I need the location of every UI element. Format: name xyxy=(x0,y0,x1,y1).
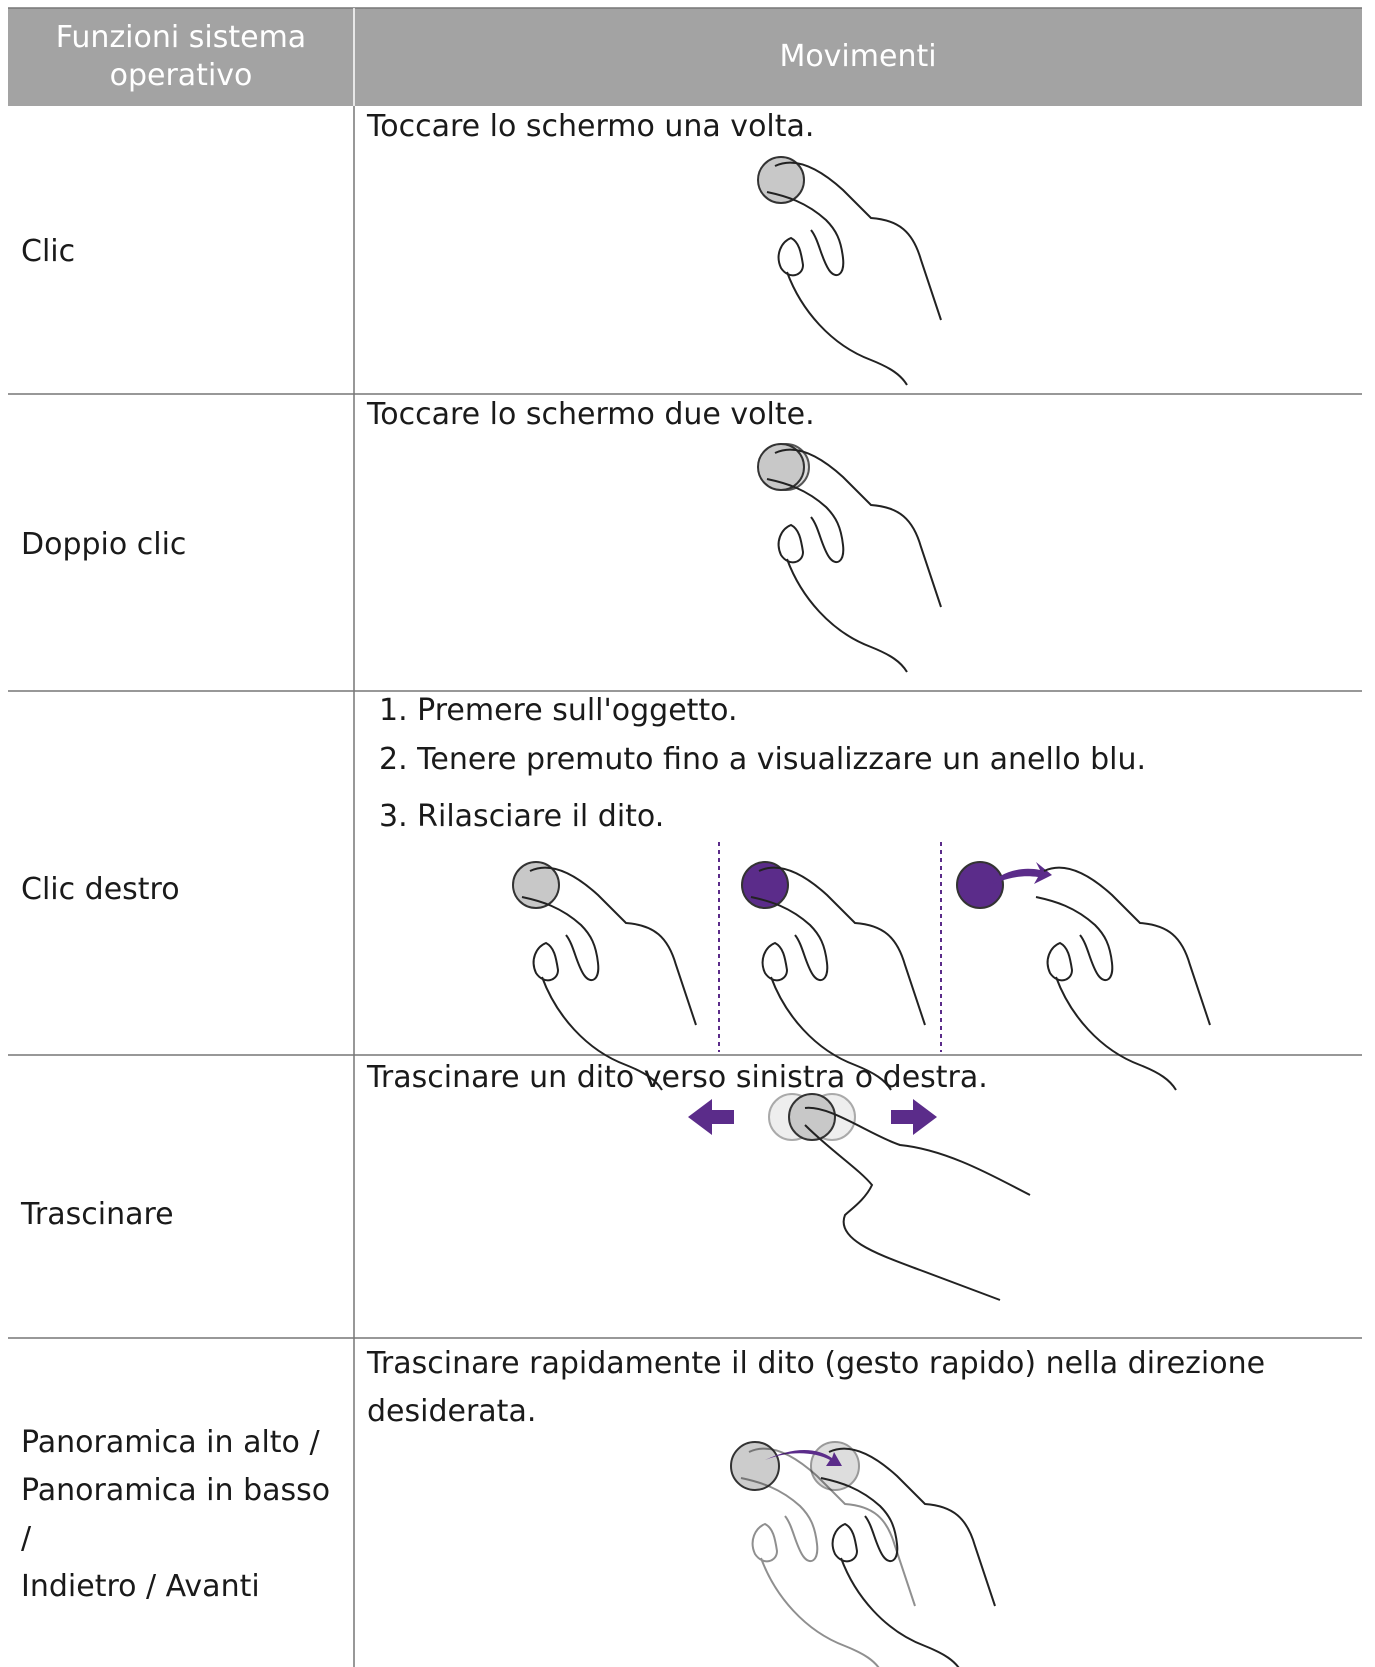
icon-drag xyxy=(688,1093,1031,1301)
step: 1. Premere sull'oggetto. xyxy=(379,693,738,728)
grid xyxy=(8,7,1362,1667)
function-name: Clic xyxy=(21,234,76,269)
step: 3. Rilasciare il dito. xyxy=(379,799,665,834)
function-name: Doppio clic xyxy=(21,527,187,562)
function-name: Panoramica in alto / Panoramica in basso… xyxy=(21,1419,341,1611)
header-cell: Funzioni sistema operativo xyxy=(55,20,307,93)
step: 2. Tenere premuto fino a visualizzare un… xyxy=(379,742,1147,777)
function-line: Panoramica in alto / xyxy=(21,1425,320,1460)
icon-right-click xyxy=(512,842,1211,1091)
function-name: Clic destro xyxy=(21,872,180,907)
function-name: Trascinare xyxy=(21,1197,174,1232)
icon-click xyxy=(757,156,942,386)
function-line: Panoramica in basso / xyxy=(21,1473,331,1556)
gesture-text: Trascinare un dito verso sinistra o dest… xyxy=(367,1060,988,1095)
function-line: Indietro / Avanti xyxy=(21,1569,260,1604)
gesture-text: Toccare lo schermo due volte. xyxy=(367,397,815,432)
header-cell: Movimenti xyxy=(779,39,937,74)
gesture-text: Toccare lo schermo una volta. xyxy=(367,109,815,144)
header-bg xyxy=(8,8,1362,106)
icon-double-click xyxy=(757,443,942,673)
gesture-text: Trascinare rapidamente il dito (gesto ra… xyxy=(367,1346,1266,1429)
icon-flick xyxy=(730,1441,996,1667)
